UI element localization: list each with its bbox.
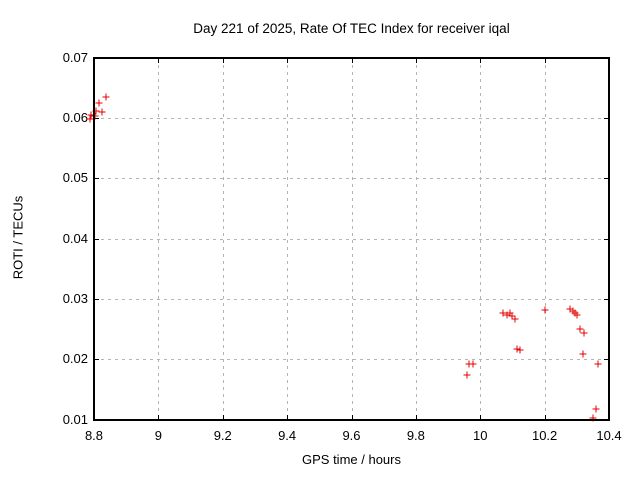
data-point xyxy=(87,111,95,119)
data-point xyxy=(580,329,588,337)
x-tick-mark xyxy=(415,57,417,63)
x-tick-mark xyxy=(158,57,160,63)
x-tick-mark xyxy=(158,414,160,420)
gridline-horizontal xyxy=(94,238,609,240)
x-tick-mark xyxy=(609,57,610,63)
y-tick-mark xyxy=(94,178,99,180)
x-tick-mark xyxy=(544,414,546,420)
x-tick-label: 10 xyxy=(473,427,488,443)
data-point xyxy=(516,346,524,353)
x-tick-mark xyxy=(287,414,289,420)
y-tick-label: 0.03 xyxy=(62,290,88,306)
data-point xyxy=(573,311,581,319)
x-tick-label: 9 xyxy=(154,427,162,443)
x-tick-label: 10.2 xyxy=(531,427,558,443)
data-point xyxy=(98,108,106,116)
x-tick-mark xyxy=(351,414,353,420)
x-tick-mark xyxy=(480,414,482,420)
y-tick-label: 0.06 xyxy=(62,109,88,125)
x-axis-label: GPS time / hours xyxy=(302,452,401,467)
x-tick-label: 10.4 xyxy=(596,427,622,443)
chart-title: Day 221 of 2025, Rate Of TEC Index for r… xyxy=(193,21,510,36)
x-tick-label: 9.8 xyxy=(406,427,425,443)
y-tick-label: 0.04 xyxy=(62,230,88,246)
x-tick-label: 9.2 xyxy=(213,427,232,443)
y-tick-mark xyxy=(94,359,99,361)
gridline-horizontal xyxy=(94,178,609,180)
y-tick-mark xyxy=(94,238,99,240)
y-tick-label: 0.01 xyxy=(62,411,88,427)
gridline-horizontal xyxy=(94,117,609,119)
data-point xyxy=(469,360,477,368)
x-tick-mark xyxy=(544,57,546,63)
y-tick-mark xyxy=(604,359,609,361)
data-point xyxy=(576,325,584,333)
x-tick-mark xyxy=(609,414,610,420)
y-tick-label: 0.05 xyxy=(62,170,88,186)
data-point xyxy=(92,107,100,115)
x-tick-mark xyxy=(415,414,417,420)
y-tick-mark xyxy=(604,238,609,240)
data-point xyxy=(594,360,602,368)
y-axis-label: ROTI / TECUs xyxy=(10,195,26,280)
plot-area: 8.8 9 9.2 9.4 9.6 9.8 10 10.2 10.4 0.01 0.02 0.03 0.… xyxy=(63,50,622,443)
x-tick-label: 9.4 xyxy=(278,427,297,443)
y-tick-mark xyxy=(94,419,99,421)
x-tick-mark xyxy=(480,57,482,63)
data-point xyxy=(499,309,507,317)
y-tick-label: 0.07 xyxy=(62,49,88,65)
y-tick-mark xyxy=(604,117,609,119)
x-tick-label: 8.8 xyxy=(84,427,104,443)
y-tick-label: 0.02 xyxy=(62,351,88,367)
data-point xyxy=(102,93,110,101)
data-point xyxy=(592,405,600,413)
y-tick-mark xyxy=(604,57,609,59)
x-tick-label: 9.6 xyxy=(342,427,361,443)
x-tick-mark xyxy=(222,414,224,420)
data-point xyxy=(508,312,516,320)
x-tick-mark xyxy=(287,57,289,63)
y-tick-mark xyxy=(94,57,99,59)
y-tick-mark xyxy=(94,298,99,300)
data-point xyxy=(463,371,471,379)
x-tick-mark xyxy=(222,57,224,63)
y-tick-mark xyxy=(604,419,609,421)
gridline-horizontal xyxy=(94,298,609,300)
y-tick-mark xyxy=(604,178,609,180)
x-tick-mark xyxy=(351,57,353,63)
gridline-horizontal xyxy=(94,359,609,361)
data-point xyxy=(589,414,597,422)
data-point xyxy=(86,115,94,123)
data-point xyxy=(95,99,103,107)
data-point xyxy=(541,306,549,314)
data-point xyxy=(579,350,587,358)
y-tick-mark xyxy=(604,298,609,300)
data-point xyxy=(511,315,519,323)
